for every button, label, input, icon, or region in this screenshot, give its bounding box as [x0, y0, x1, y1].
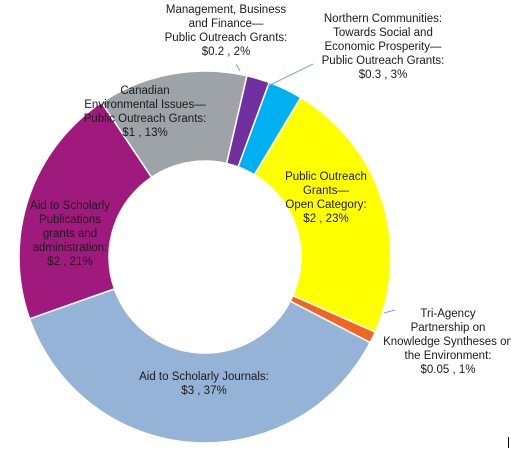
slice-label: Public Outreach Grants— Open Category: $2 ,… [285, 171, 367, 225]
slice-label-line: $2 , 21% [47, 256, 92, 268]
slice-label-line: Partnership on [411, 322, 486, 334]
donut-slice [100, 70, 248, 179]
slice-label-line: $1 , 13% [122, 127, 167, 139]
slice-label-line: Public Outreach Grants: [165, 32, 288, 44]
slice-label: Management, Business and Finance— Public O… [165, 4, 288, 58]
slice-label-line: Grants— [303, 185, 350, 197]
slice-label-line: Aid to Scholarly Journals: [139, 371, 269, 383]
donut-slice [28, 287, 372, 444]
slice-label-line: $3 , 37% [181, 385, 226, 397]
slice-label-line: Management, Business [166, 4, 286, 16]
slice-label-line: Towards Social and [333, 27, 433, 39]
slice-label: Aid to Scholarly Publications grants and ad… [30, 200, 110, 268]
leader-line [267, 63, 314, 87]
slice-label-line: Tri-Agency [420, 308, 475, 320]
slice-label: Tri-Agency Partnership on Knowledge Synthe… [383, 308, 511, 376]
slice-label-line: grants and [43, 228, 97, 240]
slice-label-line: Public Outreach Grants: [322, 55, 445, 67]
slice-label: Northern Communities: Towards Social and E… [322, 13, 445, 81]
slice-label-line: Environmental Issues— [84, 99, 206, 111]
slice-label-line: Knowledge Syntheses on [383, 336, 511, 348]
slice-label-line: Public Outreach Grants: [84, 113, 207, 125]
slice-label-line: Northern Communities: [324, 13, 442, 25]
slice-label-line: $0.2 , 2% [202, 46, 251, 58]
slice-label-line: Economic Prosperity— [325, 41, 442, 53]
slice-label: Aid to Scholarly Journals: $3 , 37% [139, 371, 269, 397]
slice-label-line: Canadian [120, 85, 169, 97]
donut-slice [253, 96, 392, 334]
leader-line [235, 63, 241, 72]
slice-label-line: $0.05 , 1% [421, 364, 476, 376]
slice-label-line: Aid to Scholarly [30, 200, 110, 212]
slice-label-line: $2 , 23% [303, 213, 348, 225]
text-cursor [508, 437, 509, 448]
leader-line [383, 309, 396, 314]
slice-label-line: the Environment: [405, 350, 492, 362]
slice-label: Canadian Environmental Issues— Public Outr… [84, 85, 207, 139]
slice-label-line: Publications [39, 214, 101, 226]
slice-label-line: administration: [33, 242, 108, 254]
slice-label-line: Open Category: [285, 199, 366, 211]
slice-label-line: and Finance— [189, 18, 264, 30]
slice-label-line: $0.3 , 3% [359, 69, 408, 81]
donut-slice [18, 101, 153, 320]
slice-label-line: Public Outreach [285, 171, 367, 183]
